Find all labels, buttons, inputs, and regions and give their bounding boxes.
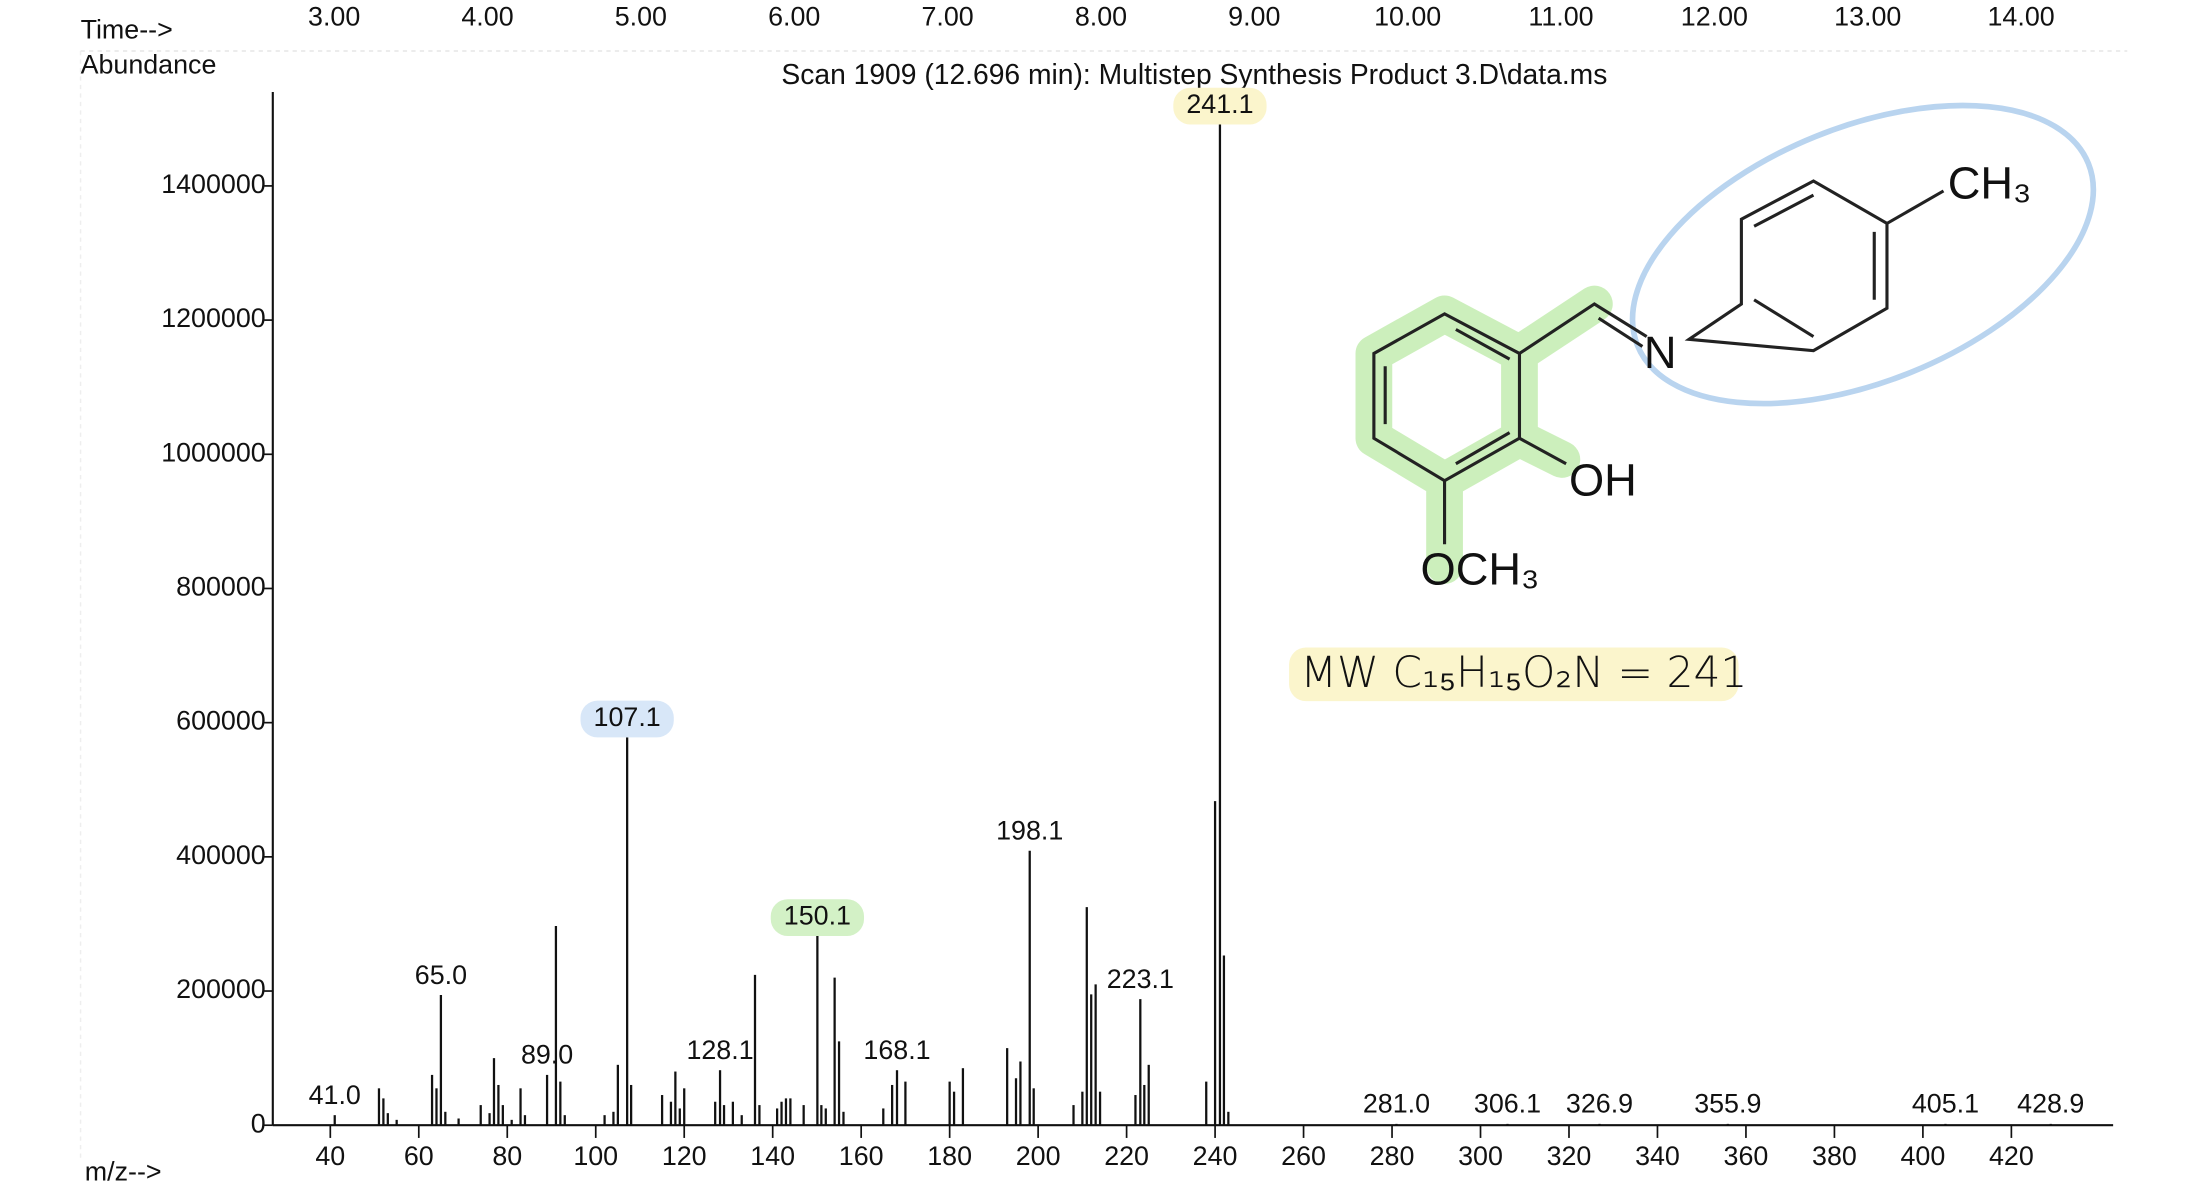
x-tick-label: 60 bbox=[404, 1141, 434, 1171]
peak-label: 326.9 bbox=[1566, 1089, 1633, 1119]
x-tick-label: 240 bbox=[1193, 1141, 1238, 1171]
x2-tick-label: 5.00 bbox=[615, 2, 667, 32]
x2-tick-label: 9.00 bbox=[1228, 2, 1280, 32]
y-tick-label: 200000 bbox=[176, 974, 266, 1004]
peak-label: 306.1 bbox=[1474, 1089, 1541, 1119]
peak-label: 405.1 bbox=[1912, 1089, 1979, 1119]
label-highlight bbox=[1173, 87, 1267, 125]
x2-tick-label: 11.00 bbox=[1528, 2, 1593, 32]
structure: CH₃ N OH OCH₃ MW C₁₅H₁₅O₂N = 241 bbox=[1289, 102, 2097, 702]
x-tick-label: 360 bbox=[1724, 1141, 1769, 1171]
x2-tick-label: 13.00 bbox=[1834, 2, 1901, 32]
x2-tick-label: 12.00 bbox=[1681, 2, 1748, 32]
atom-label: N bbox=[1644, 327, 1677, 378]
highlight-ring bbox=[1355, 285, 1613, 584]
x-tick-label: 420 bbox=[1989, 1141, 2034, 1171]
x-tick-label: 300 bbox=[1458, 1141, 1503, 1171]
peak-label: 65.0 bbox=[415, 960, 467, 990]
x-axis-label: m/z--> bbox=[85, 1156, 162, 1186]
x-tick-label: 100 bbox=[573, 1141, 618, 1171]
peak-label: 428.9 bbox=[2017, 1089, 2084, 1119]
y-tick-label: 0 bbox=[251, 1108, 266, 1138]
y-tick-label: 400000 bbox=[176, 840, 266, 870]
x-tick-label: 340 bbox=[1635, 1141, 1680, 1171]
atom-label: OH bbox=[1569, 454, 1637, 505]
x2-tick-label: 10.00 bbox=[1374, 2, 1441, 32]
y-tick-label: 1200000 bbox=[161, 303, 266, 333]
atom-label: CH₃ bbox=[1948, 158, 2032, 209]
x2-tick-label: 14.00 bbox=[1988, 2, 2055, 32]
peak-label: 241.1 bbox=[1186, 89, 1253, 119]
plot: 0 200000 400000 600000 800000 1000000 1200000 1… bbox=[161, 2, 2114, 1171]
peak-label: 355.9 bbox=[1694, 1089, 1761, 1119]
label-highlight bbox=[770, 899, 865, 937]
x-tick-label: 280 bbox=[1370, 1141, 1415, 1171]
x-tick-label: 200 bbox=[1016, 1141, 1061, 1171]
y-tick-label: 1000000 bbox=[161, 437, 266, 467]
x-tick-label: 220 bbox=[1104, 1141, 1149, 1171]
x-tick-label: 320 bbox=[1547, 1141, 1592, 1171]
peak-label: 107.1 bbox=[594, 702, 661, 732]
label-highlight bbox=[580, 700, 674, 738]
peak-label: 198.1 bbox=[996, 816, 1063, 846]
peak-label: 168.1 bbox=[863, 1035, 930, 1065]
peak-label: 128.1 bbox=[686, 1035, 753, 1065]
x-tick-label: 260 bbox=[1281, 1141, 1326, 1171]
peak-label: 150.1 bbox=[784, 901, 851, 931]
x-tick-label: 140 bbox=[750, 1141, 795, 1171]
y-tick-label: 1400000 bbox=[161, 169, 266, 199]
highlight-ellipse bbox=[1629, 102, 2097, 407]
x2-tick-label: 7.00 bbox=[921, 2, 973, 32]
x-tick-label: 160 bbox=[839, 1141, 884, 1171]
x2-tick-label: 8.00 bbox=[1075, 2, 1127, 32]
mw-highlight bbox=[1289, 647, 1739, 702]
y-tick-label: 600000 bbox=[176, 706, 266, 736]
bonds bbox=[1372, 179, 1945, 545]
peak-label: 281.0 bbox=[1363, 1089, 1430, 1119]
x2-tick-label: 6.00 bbox=[768, 2, 820, 32]
x-tick-label: 40 bbox=[315, 1141, 345, 1171]
peak-label: 41.0 bbox=[309, 1080, 361, 1110]
peak-label: 223.1 bbox=[1107, 964, 1174, 994]
x-tick-label: 120 bbox=[662, 1141, 707, 1171]
peak-label: 89.0 bbox=[521, 1040, 573, 1070]
chart-title: Scan 1909 (12.696 min): Multistep Synthe… bbox=[781, 58, 1607, 90]
y-axis-label: Abundance bbox=[81, 50, 217, 80]
x2-tick-label: 3.00 bbox=[308, 2, 360, 32]
x2-axis-label: Time--> bbox=[81, 14, 173, 44]
y-tick-label: 800000 bbox=[176, 572, 266, 602]
x-tick-label: 80 bbox=[492, 1141, 522, 1171]
atom-label: OCH₃ bbox=[1421, 544, 1540, 595]
x-tick-label: 180 bbox=[927, 1141, 972, 1171]
x-tick-label: 380 bbox=[1812, 1141, 1857, 1171]
x2-tick-label: 4.00 bbox=[461, 2, 513, 32]
mw-note: MW C₁₅H₁₅O₂N = 241 bbox=[1300, 648, 1747, 697]
x-tick-label: 400 bbox=[1901, 1141, 1946, 1171]
